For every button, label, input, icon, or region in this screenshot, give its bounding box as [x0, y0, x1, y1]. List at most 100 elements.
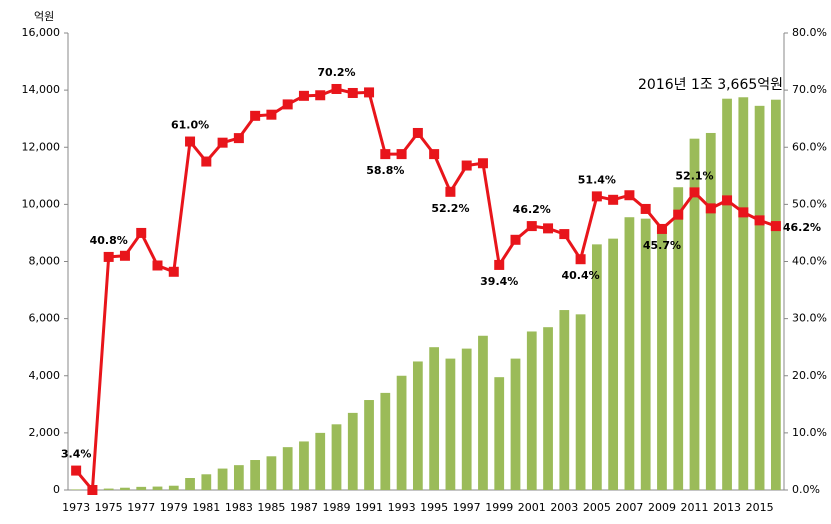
- marker: [477, 158, 488, 169]
- bar: [233, 465, 244, 490]
- x-tick-label: 2009: [648, 501, 676, 514]
- data-label: 52.1%: [675, 169, 713, 182]
- x-tick-label: 1995: [420, 501, 448, 514]
- x-tick-label: 2005: [583, 501, 611, 514]
- marker: [136, 227, 147, 238]
- marker: [624, 190, 635, 201]
- marker: [445, 186, 456, 197]
- marker: [770, 221, 781, 232]
- x-tick-label: 2003: [550, 501, 578, 514]
- x-tick-label: 1983: [225, 501, 253, 514]
- bar: [299, 441, 309, 490]
- x-tick-label: 1999: [485, 501, 513, 514]
- y-tick-label: 12,000: [22, 140, 61, 153]
- data-label: 51.4%: [578, 173, 616, 186]
- bar: [478, 335, 488, 490]
- marker: [412, 127, 423, 138]
- x-tick-label: 1979: [160, 501, 188, 514]
- bar: [738, 97, 749, 490]
- data-label: 39.4%: [480, 275, 518, 288]
- y-tick-label: 8,000: [29, 255, 61, 268]
- data-label: 58.8%: [366, 164, 404, 177]
- marker: [705, 203, 716, 214]
- bar: [657, 224, 667, 490]
- bar: [591, 244, 602, 490]
- x-tick-label: 1997: [453, 501, 481, 514]
- marker: [266, 109, 277, 120]
- y2-tick-label: 30.0%: [792, 312, 827, 325]
- data-label: 61.0%: [171, 119, 209, 132]
- marker: [331, 83, 342, 94]
- bar: [705, 132, 716, 490]
- marker: [689, 187, 700, 198]
- marker: [510, 234, 521, 245]
- data-label: 70.2%: [317, 66, 355, 79]
- y2-tick-label: 0.0%: [792, 483, 820, 496]
- bar: [217, 468, 228, 490]
- marker: [298, 90, 309, 101]
- data-label: 45.7%: [643, 239, 681, 252]
- x-tick-label: 1989: [323, 501, 351, 514]
- y-tick-label: 16,000: [22, 26, 61, 39]
- x-tick-label: 2015: [746, 501, 774, 514]
- marker: [185, 136, 196, 147]
- data-label: 40.8%: [90, 234, 128, 247]
- bar: [510, 358, 521, 490]
- x-tick-label: 1985: [257, 501, 285, 514]
- marker: [119, 250, 130, 261]
- marker: [461, 160, 472, 171]
- bar: [282, 447, 293, 490]
- marker: [608, 194, 619, 205]
- bar: [461, 348, 472, 490]
- bar: [266, 456, 277, 490]
- bar: [185, 478, 195, 490]
- bar: [575, 314, 586, 490]
- marker: [152, 260, 163, 271]
- marker: [315, 90, 326, 101]
- bar: [347, 412, 358, 490]
- bar: [152, 486, 163, 490]
- data-label: 46.2%: [783, 221, 821, 234]
- bar: [250, 460, 261, 490]
- marker: [738, 207, 749, 218]
- marker: [71, 465, 82, 476]
- bar: [754, 105, 765, 490]
- x-tick-label: 1993: [388, 501, 416, 514]
- bar: [412, 361, 423, 490]
- x-tick-label: 1973: [62, 501, 90, 514]
- marker: [233, 133, 244, 144]
- bar: [136, 486, 147, 490]
- marker: [656, 223, 667, 234]
- data-label: 52.2%: [431, 202, 469, 215]
- bar: [624, 217, 635, 490]
- marker: [282, 99, 293, 110]
- y2-tick-label: 20.0%: [792, 369, 827, 382]
- bar: [429, 347, 440, 490]
- annotation: 2016년 1조 3,665억원: [638, 77, 783, 93]
- y2-tick-label: 60.0%: [792, 140, 827, 153]
- bar: [380, 392, 391, 490]
- x-tick-label: 1981: [192, 501, 220, 514]
- marker: [380, 149, 391, 160]
- bar: [331, 424, 342, 490]
- x-tick-label: 1987: [290, 501, 318, 514]
- bar: [640, 218, 651, 490]
- y-unit-label: 억원: [34, 10, 54, 23]
- marker: [591, 191, 602, 202]
- line: [74, 87, 777, 494]
- bar: [722, 98, 732, 490]
- x-tick-label: 2011: [681, 501, 709, 514]
- bar: [608, 238, 619, 490]
- y-tick-label: 2,000: [29, 426, 61, 439]
- marker: [217, 137, 228, 148]
- bar: [543, 327, 553, 490]
- x-tick-label: 1975: [95, 501, 123, 514]
- bar: [396, 375, 407, 490]
- bar: [103, 488, 114, 490]
- marker: [575, 254, 586, 265]
- y-tick-label: 6,000: [29, 312, 61, 325]
- marker: [543, 223, 554, 234]
- bar: [526, 331, 537, 490]
- bar: [494, 377, 505, 490]
- marker: [87, 485, 98, 495]
